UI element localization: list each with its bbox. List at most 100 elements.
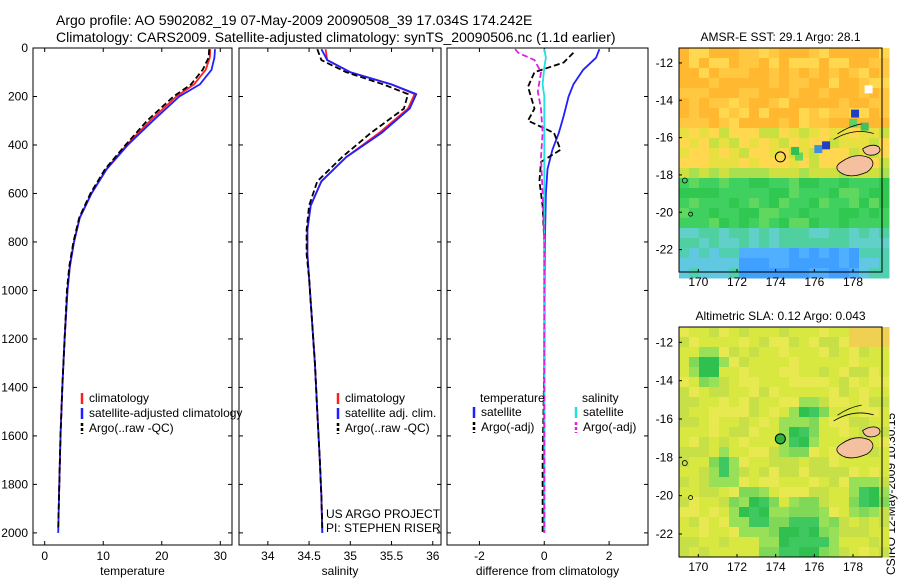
sst_map-cell	[849, 98, 860, 109]
sst_map-cell	[759, 238, 770, 249]
sst_map-cell	[859, 68, 870, 79]
sst_map-cell	[879, 48, 890, 59]
difference-x-axis-label: difference from climatology	[476, 564, 619, 578]
sla_map-cell	[879, 327, 890, 338]
sla_map-cell	[799, 327, 810, 338]
sla_map-cell	[709, 477, 720, 488]
sst_map-cell	[829, 148, 840, 159]
sla_map-cell	[799, 457, 810, 468]
sst_map-cell	[819, 128, 830, 139]
sst_map-cell	[829, 178, 840, 189]
sla_map-cell	[849, 337, 860, 348]
sst_map-cell	[809, 268, 820, 279]
sla_map-cell	[879, 387, 890, 398]
sst_map-cell	[709, 98, 720, 109]
sst_map-cell	[729, 98, 740, 109]
sst_map-cell	[809, 48, 820, 59]
sst_map-cell	[709, 68, 720, 79]
sst_map-cell	[719, 128, 730, 139]
sst_map-cell	[689, 138, 700, 149]
sla_map-cell	[709, 377, 720, 388]
sst_map-cell	[769, 258, 780, 269]
sla_map-cell	[869, 407, 880, 418]
sst_map-cell	[719, 198, 730, 209]
sst_map-cell	[789, 238, 800, 249]
sst_map-cell	[729, 138, 740, 149]
sla_map-cell	[729, 527, 740, 538]
sla_map-cell	[739, 497, 750, 508]
sla_map-cell	[709, 417, 720, 428]
sst_map-cell	[739, 218, 750, 229]
sla_map-cell	[859, 387, 870, 398]
sla_map-cell	[759, 357, 770, 368]
sst_map-cell	[719, 158, 730, 169]
sla_map-cell	[699, 507, 710, 518]
sst_map-cell	[809, 78, 820, 89]
sla_map-cell	[819, 477, 830, 488]
sla_map-cell	[749, 517, 760, 528]
sla_map-cell	[679, 437, 690, 448]
sla_map-cell	[869, 547, 880, 558]
depth-tick-label: 1800	[1, 477, 28, 491]
sst_map-cell	[709, 178, 720, 189]
sst_map-cell	[849, 88, 860, 99]
sst_map-cell	[879, 248, 890, 259]
sst_map-cell	[829, 48, 840, 59]
sla_map-cell	[739, 517, 750, 528]
sst_map-cell	[689, 68, 700, 79]
sst_map-cell	[779, 138, 790, 149]
sla_map-cell	[759, 477, 770, 488]
sla_map-cell	[769, 407, 780, 418]
sla_map-cell	[789, 387, 800, 398]
sst_map-cell	[809, 228, 820, 239]
sla_map-cell	[819, 437, 830, 448]
sla_map-cell	[729, 517, 740, 528]
sla_map-cell	[699, 457, 710, 468]
sst_map-cell	[849, 68, 860, 79]
sst_map-cell	[779, 78, 790, 89]
sst_map-cell	[709, 138, 720, 149]
sla_map-cell	[789, 537, 800, 548]
sst_map-cell	[699, 218, 710, 229]
sst_map-cell	[799, 178, 810, 189]
sla_map-cell	[689, 407, 700, 418]
sla_map-cell	[819, 497, 830, 508]
sla_map-cell	[769, 477, 780, 488]
sla_map-cell	[709, 347, 720, 358]
sla_map-cell	[689, 467, 700, 478]
sst_map-cell	[789, 108, 800, 119]
sla_map-cell	[749, 337, 760, 348]
sla_map-cell	[829, 427, 840, 438]
sst_map-cell	[739, 258, 750, 269]
sla_map-cell	[819, 547, 830, 558]
sst_map-cell	[699, 188, 710, 199]
sla_map-cell	[829, 407, 840, 418]
sla_map-cell	[749, 547, 760, 558]
sla_map-cell	[689, 427, 700, 438]
sst_map-cell	[829, 188, 840, 199]
sst_map-cell	[719, 188, 730, 199]
sla_map-cell	[809, 457, 820, 468]
sla_map-cell	[799, 507, 810, 518]
sla_map-field	[679, 327, 890, 558]
sla_map-cell	[789, 497, 800, 508]
sst_map-cell	[849, 198, 860, 209]
sst_map-cell	[849, 188, 860, 199]
sla_map-cell	[679, 537, 690, 548]
difference-series-line	[514, 48, 546, 533]
sst_map-cell	[679, 238, 690, 249]
sla_map-cell	[789, 397, 800, 408]
sst_map-cell	[859, 208, 870, 219]
sst_map-cell	[679, 138, 690, 149]
sst_map-cell	[709, 158, 720, 169]
sla_map-cell	[699, 537, 710, 548]
sst_map-cell	[739, 168, 750, 179]
sst_map-cell	[779, 158, 790, 169]
sla_map-cell	[859, 537, 870, 548]
sla_map-cell	[869, 487, 880, 498]
sla_map-cell	[829, 497, 840, 508]
sst_map-cell	[739, 78, 750, 89]
temperature-legend-item-label: satellite-adjusted climatology	[89, 406, 242, 420]
sst_map-cell	[869, 208, 880, 219]
sla_map-title: Altimetric SLA: 0.12 Argo: 0.043	[695, 309, 865, 323]
